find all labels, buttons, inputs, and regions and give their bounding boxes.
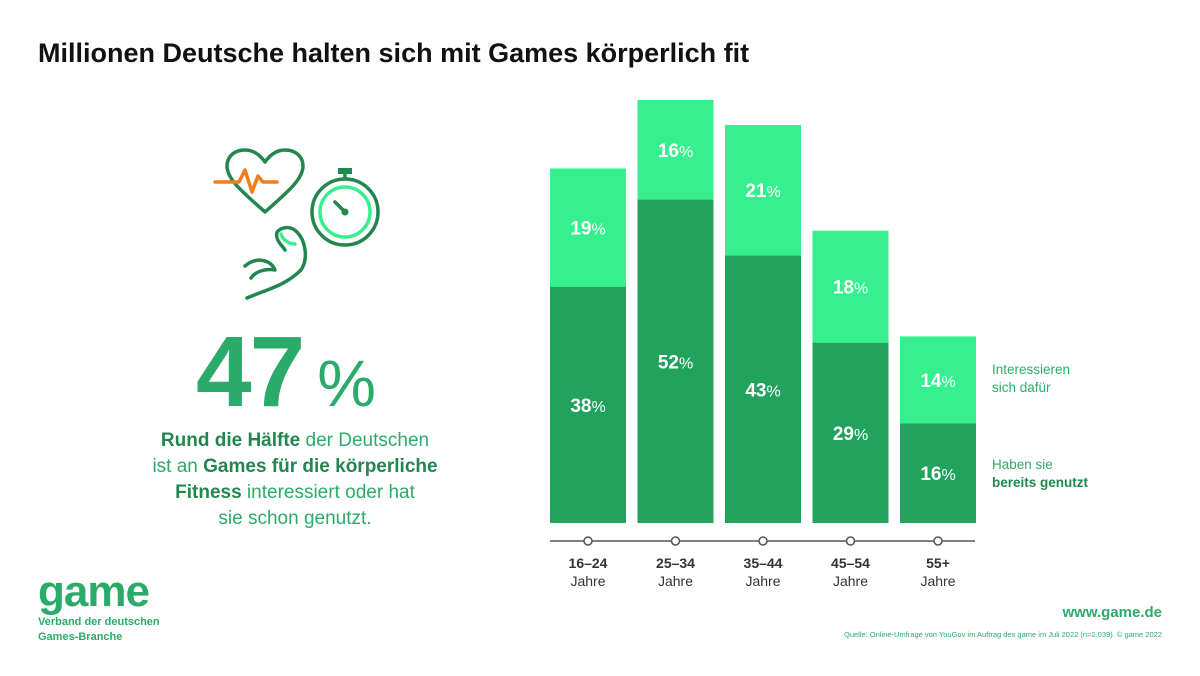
bar-interested-0: [550, 168, 626, 287]
bar-interested-4: [900, 336, 976, 424]
headline-description: Rund die Hälfte der Deutschen ist an Gam…: [130, 428, 460, 532]
bar-used-0: [550, 286, 626, 523]
headline-value: 47: [196, 316, 305, 428]
x-tick-label-1: 25–34: [656, 555, 695, 571]
label-used-4: 16%: [920, 464, 955, 485]
logo-word: game: [38, 567, 150, 616]
bar-used-4: [900, 423, 976, 523]
legend-interested-line1: Interessieren: [992, 362, 1071, 377]
website-link[interactable]: www.game.de: [1062, 604, 1162, 621]
x-tick-label-4: 55+: [926, 555, 950, 571]
legend-interested-line2: sich dafür: [992, 380, 1051, 395]
label-used-2: 43%: [745, 380, 780, 401]
bar-interested-1: [637, 100, 714, 200]
heart-pulse-icon: [213, 148, 305, 214]
axis-marker-4: [933, 536, 943, 546]
legend-used-line2: bereits genutzt: [992, 475, 1089, 490]
x-tick-sublabel-0: Jahre: [570, 573, 605, 589]
legend-used-line1: Haben sie: [992, 457, 1053, 472]
fitness-icons: [205, 140, 405, 315]
label-interested-1: 16%: [658, 141, 693, 162]
label-interested-0: 19%: [570, 219, 605, 240]
bar-used-3: [812, 342, 889, 523]
x-tick-label-3: 45–54: [831, 555, 870, 571]
label-interested-4: 14%: [920, 371, 955, 392]
desc-text-4: sie schon genutzt.: [218, 508, 372, 529]
label-used-0: 38%: [570, 396, 605, 417]
desc-bold-2: Games für die körperliche: [203, 456, 438, 477]
headline-unit: %: [317, 346, 376, 420]
flexed-arm-icon: [243, 225, 308, 300]
headline-percent: 47%: [196, 315, 376, 430]
desc-bold-1: Rund die Hälfte: [160, 430, 301, 451]
axis-marker-3: [845, 536, 856, 546]
x-tick-sublabel-3: Jahre: [833, 573, 868, 589]
desc-text-3: interessiert oder hat: [241, 482, 415, 503]
x-tick-label-0: 16–24: [569, 555, 608, 571]
label-interested-2: 21%: [745, 181, 780, 202]
logo-sub-2: Games-Branche: [38, 631, 123, 643]
x-tick-sublabel-1: Jahre: [658, 573, 693, 589]
desc-bold-3: Fitness: [175, 482, 242, 503]
axis-marker-0: [583, 536, 593, 546]
bar-interested-3: [812, 230, 889, 343]
x-tick-label-2: 35–44: [744, 555, 783, 571]
bar-used-1: [637, 199, 714, 523]
stopwatch-icon: [310, 168, 380, 247]
desc-text-2: ist an: [152, 456, 204, 477]
desc-text-1: der Deutschen: [300, 430, 430, 451]
label-interested-3: 18%: [833, 278, 868, 299]
axis-marker-1: [670, 536, 681, 546]
label-used-1: 52%: [658, 352, 693, 373]
source-note: Quelle: Online-Umfrage von YouGov im Auf…: [844, 630, 1162, 639]
bar-interested-2: [725, 124, 801, 256]
legend-used: Haben sie bereits genutzt: [992, 456, 1088, 492]
x-tick-sublabel-2: Jahre: [745, 573, 780, 589]
logo-sub-1: Verband der deutschen: [38, 616, 160, 628]
bar-used-2: [725, 255, 801, 524]
chart-title: Millionen Deutsche halten sich mit Games…: [38, 38, 750, 68]
game-logo: game Verband der deutschen Games-Branche: [38, 570, 160, 644]
legend-interested: Interessieren sich dafür: [992, 361, 1070, 397]
axis-marker-2: [758, 536, 768, 546]
x-tick-sublabel-4: Jahre: [920, 573, 955, 589]
label-used-3: 29%: [833, 424, 868, 445]
